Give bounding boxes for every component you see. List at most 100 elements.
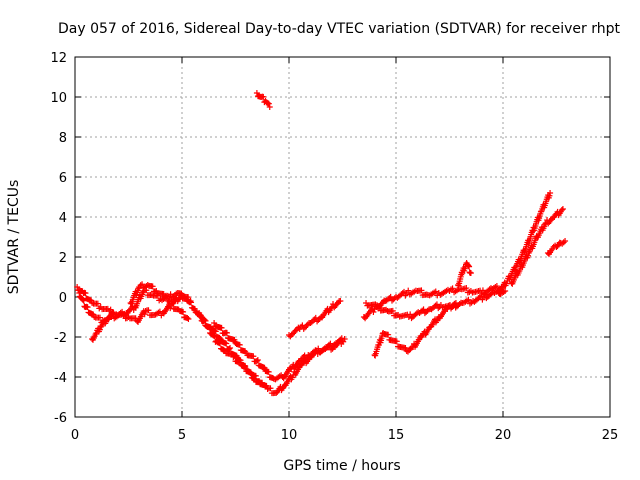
data-point — [218, 324, 225, 331]
data-point — [84, 304, 91, 311]
data-points — [74, 90, 569, 397]
data-point — [558, 207, 565, 213]
data-point — [260, 93, 267, 100]
data-point — [236, 341, 243, 348]
data-point — [226, 346, 233, 352]
data-point — [337, 298, 344, 304]
y-tick-label: 4 — [59, 211, 67, 226]
data-point — [110, 310, 117, 316]
data-point — [465, 296, 472, 303]
data-point — [254, 357, 261, 364]
data-point — [467, 270, 474, 276]
series-track-outlier — [253, 90, 273, 110]
data-point — [92, 331, 99, 338]
x-tick-label: 0 — [71, 428, 79, 443]
data-point — [261, 364, 268, 371]
y-axis-label: SDTVAR / TECUs — [6, 180, 22, 295]
data-point — [295, 324, 302, 331]
series-track-afternoon-a — [360, 283, 506, 322]
series-track-evening-tail — [544, 238, 569, 258]
data-point — [163, 292, 170, 299]
data-point — [265, 368, 272, 375]
data-point — [393, 338, 400, 345]
data-point — [96, 314, 103, 321]
data-point — [256, 378, 263, 384]
data-point — [253, 358, 260, 364]
data-point — [524, 252, 531, 259]
data-point — [121, 310, 128, 317]
x-tick-label: 15 — [388, 428, 405, 443]
data-point — [562, 238, 569, 244]
data-point — [253, 90, 260, 96]
x-tick-label: 10 — [281, 428, 298, 443]
series-track-mid-upper — [127, 281, 194, 307]
data-point — [242, 362, 249, 369]
data-point — [223, 329, 230, 336]
data-point — [80, 297, 87, 304]
data-point — [542, 221, 549, 228]
y-tick-label: 12 — [50, 51, 67, 66]
data-point — [435, 305, 442, 312]
data-point — [376, 302, 383, 309]
data-point — [315, 345, 322, 352]
series-track-dip-b — [211, 320, 346, 383]
plot-frame — [74, 56, 611, 418]
data-point — [525, 250, 532, 256]
series-track-afternoon-drop — [371, 300, 459, 359]
data-point — [338, 340, 345, 347]
data-point — [478, 292, 485, 299]
data-point — [139, 281, 146, 288]
data-point — [405, 287, 412, 294]
data-point — [373, 304, 380, 310]
data-point — [161, 294, 168, 300]
data-point — [466, 263, 473, 270]
y-tick-label: 6 — [59, 171, 67, 186]
data-point — [402, 344, 409, 351]
data-point — [167, 305, 174, 312]
data-point — [185, 316, 192, 322]
axis-ticks: 0 5 10 15 20 25 -6 -4 -2 0 2 4 6 8 10 12 — [50, 51, 618, 443]
data-point — [401, 288, 408, 295]
data-point — [266, 104, 273, 110]
data-point — [74, 284, 81, 290]
data-point — [191, 306, 198, 312]
data-point — [465, 262, 472, 269]
data-point — [196, 310, 203, 316]
data-point — [389, 307, 396, 314]
y-tick-label: 0 — [59, 291, 67, 306]
data-point — [502, 288, 509, 294]
y-tick-label: -4 — [54, 371, 67, 386]
y-tick-label: 10 — [50, 91, 67, 106]
data-point — [493, 283, 500, 290]
data-point — [220, 346, 227, 353]
series-track-branch-early — [89, 309, 117, 343]
data-point — [326, 342, 333, 349]
data-point — [231, 336, 238, 343]
data-point — [418, 287, 425, 294]
data-point — [76, 290, 83, 296]
data-point — [141, 311, 148, 318]
data-point — [370, 308, 377, 315]
data-point — [385, 331, 392, 338]
chart-title: Day 057 of 2016, Sidereal Day-to-day VTE… — [58, 21, 620, 37]
data-point — [82, 290, 89, 297]
data-point — [201, 316, 208, 323]
data-point — [267, 385, 274, 392]
data-point — [452, 300, 459, 306]
x-tick-label: 20 — [495, 428, 512, 443]
data-point — [206, 324, 213, 331]
series-track-upper-evening — [286, 298, 344, 340]
y-tick-label: 2 — [59, 251, 67, 266]
data-point — [537, 208, 544, 215]
data-point — [449, 285, 456, 292]
data-point — [211, 320, 218, 326]
data-point — [250, 353, 257, 360]
data-point — [223, 340, 230, 347]
x-tick-label: 25 — [602, 428, 619, 443]
data-point — [187, 298, 194, 304]
data-point — [230, 354, 237, 360]
data-point — [145, 307, 152, 314]
data-point — [547, 190, 554, 196]
data-point — [217, 340, 224, 347]
